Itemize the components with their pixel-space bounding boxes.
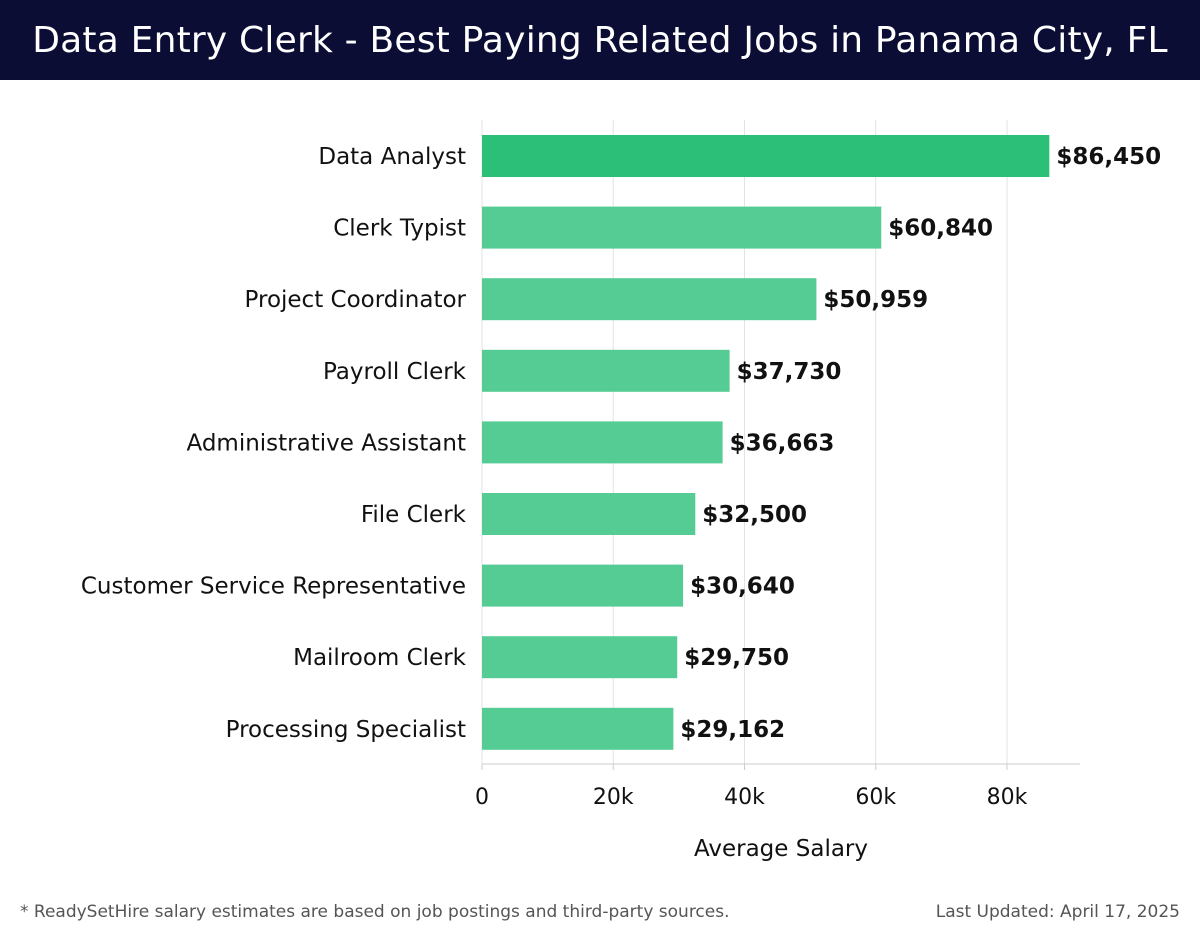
- value-label: $32,500: [702, 502, 807, 528]
- salary-bar-chart: 0 20k 40k 60k 80k Average Salary Data Analyst $…: [81, 120, 1161, 862]
- category-label: Administrative Assistant: [186, 430, 466, 456]
- value-label: $29,750: [684, 645, 789, 671]
- category-label: File Clerk: [361, 502, 467, 528]
- x-tick-label: 80k: [987, 785, 1028, 810]
- category-label: Clerk Typist: [333, 216, 466, 242]
- category-label: Data Analyst: [318, 144, 466, 170]
- value-label: $30,640: [690, 574, 795, 600]
- bar-7: [482, 636, 678, 679]
- bar-0: [482, 135, 1050, 177]
- page-title: Data Entry Clerk - Best Paying Related J…: [32, 19, 1168, 61]
- category-label: Customer Service Representative: [81, 574, 466, 600]
- bar-3: [482, 349, 730, 392]
- value-label: $36,663: [730, 430, 835, 456]
- bar-1: [482, 206, 882, 249]
- footer-note: * ReadySetHire salary estimates are base…: [20, 902, 730, 922]
- bar-8: [482, 707, 674, 750]
- value-label: $29,162: [680, 717, 785, 743]
- bar-6: [482, 564, 684, 607]
- bar-5: [482, 493, 696, 535]
- value-label: $60,840: [888, 216, 993, 242]
- bar-2: [482, 278, 817, 321]
- x-tick-label: 60k: [855, 785, 896, 810]
- value-label: $37,730: [737, 359, 842, 385]
- category-label: Payroll Clerk: [323, 359, 467, 385]
- category-label: Project Coordinator: [245, 287, 467, 313]
- x-tick-label: 20k: [593, 785, 634, 810]
- x-axis-title: Average Salary: [694, 836, 868, 862]
- category-label: Mailroom Clerk: [293, 645, 467, 671]
- x-tick-label: 0: [475, 785, 489, 810]
- header-bar: Data Entry Clerk - Best Paying Related J…: [0, 0, 1200, 80]
- value-label: $86,450: [1056, 144, 1161, 170]
- bar-4: [482, 421, 723, 464]
- value-label: $50,959: [823, 287, 928, 313]
- footer-updated: Last Updated: April 17, 2025: [935, 902, 1180, 922]
- x-tick-label: 40k: [724, 785, 765, 810]
- category-label: Processing Specialist: [226, 717, 466, 743]
